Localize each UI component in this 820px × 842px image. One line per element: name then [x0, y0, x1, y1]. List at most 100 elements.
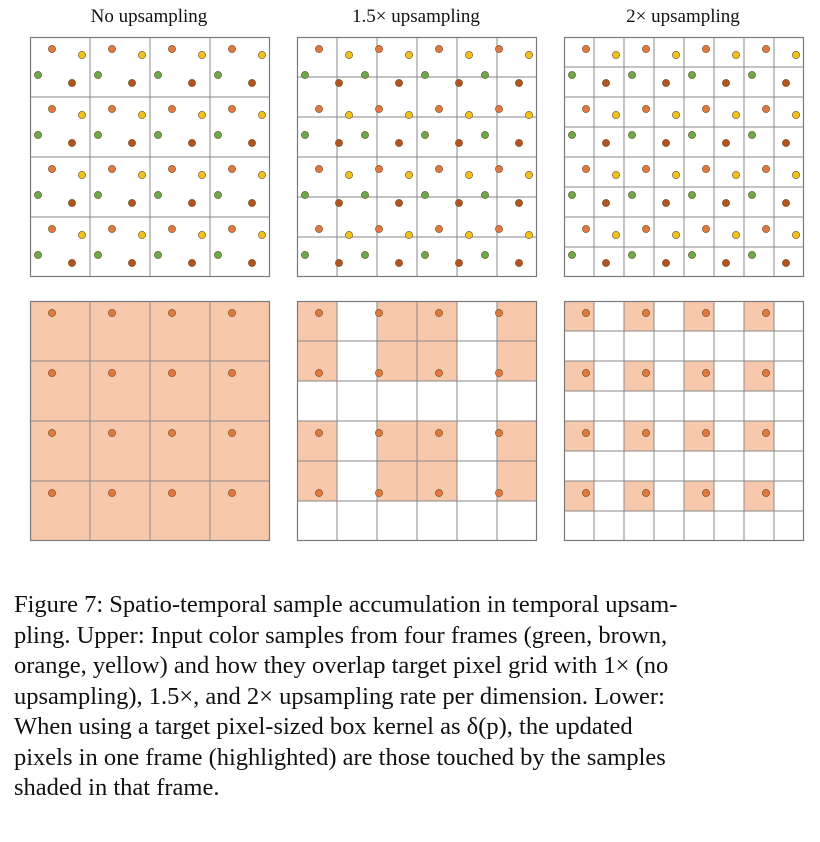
green-sample — [628, 251, 636, 259]
highlighted-pixel — [90, 421, 150, 481]
target-pixel-grid — [30, 301, 270, 541]
green-sample — [421, 131, 429, 139]
yellow-sample — [732, 111, 740, 119]
green-sample — [748, 131, 756, 139]
green-sample — [688, 191, 696, 199]
yellow-sample — [405, 171, 413, 179]
yellow-sample — [198, 231, 206, 239]
orange-sample — [168, 165, 176, 173]
orange-sample — [168, 489, 176, 497]
brown-sample — [335, 199, 343, 207]
orange-sample — [375, 225, 383, 233]
orange-sample — [48, 225, 56, 233]
lower-panel-no-upsampling — [29, 300, 271, 542]
orange-sample — [495, 369, 503, 377]
orange-sample — [375, 45, 383, 53]
orange-sample — [582, 429, 590, 437]
orange-sample — [315, 429, 323, 437]
highlighted-pixel — [744, 361, 774, 391]
orange-sample — [762, 105, 770, 113]
brown-sample — [188, 199, 196, 207]
orange-sample — [228, 429, 236, 437]
green-sample — [94, 131, 102, 139]
panel-title-2x-upsampling: 2× upsampling — [626, 6, 740, 27]
highlighted-pixels — [30, 301, 270, 541]
orange-sample — [315, 225, 323, 233]
green-sample — [361, 131, 369, 139]
yellow-sample — [525, 111, 533, 119]
orange-sample — [315, 105, 323, 113]
orange-sample — [495, 225, 503, 233]
brown-sample — [722, 79, 730, 87]
highlighted-pixel — [497, 461, 537, 501]
orange-sample — [108, 225, 116, 233]
orange-sample — [495, 429, 503, 437]
highlighted-pixel — [90, 301, 150, 361]
highlighted-pixel — [377, 461, 417, 501]
green-sample — [628, 131, 636, 139]
orange-sample — [108, 309, 116, 317]
orange-sample — [702, 105, 710, 113]
green-sample — [94, 71, 102, 79]
orange-sample — [375, 105, 383, 113]
brown-sample — [515, 259, 523, 267]
highlighted-pixel — [684, 361, 714, 391]
orange-sample — [228, 225, 236, 233]
brown-sample — [722, 259, 730, 267]
highlighted-pixel — [417, 421, 457, 461]
brown-sample — [515, 199, 523, 207]
upper-panel-1-5x-upsampling — [296, 36, 538, 278]
highlighted-pixel — [417, 301, 457, 341]
highlighted-pixel — [564, 301, 594, 331]
highlighted-pixel — [624, 421, 654, 451]
orange-sample — [762, 225, 770, 233]
brown-sample — [68, 199, 76, 207]
samples-group — [568, 45, 800, 267]
brown-sample — [722, 199, 730, 207]
orange-sample — [108, 369, 116, 377]
highlighted-pixel — [564, 481, 594, 511]
highlighted-pixel — [210, 481, 270, 541]
highlighted-pixels — [297, 301, 537, 501]
green-sample — [301, 71, 309, 79]
green-sample — [481, 71, 489, 79]
caption-line: pling. Upper: Input color samples from f… — [14, 621, 668, 649]
target-pixel-grid — [564, 37, 804, 277]
highlighted-pixel — [210, 361, 270, 421]
green-sample — [568, 191, 576, 199]
orange-sample — [762, 165, 770, 173]
brown-sample — [68, 79, 76, 87]
orange-sample — [495, 489, 503, 497]
green-sample — [94, 251, 102, 259]
orange-sample — [702, 489, 710, 497]
green-sample — [481, 191, 489, 199]
orange-sample — [108, 165, 116, 173]
yellow-sample — [138, 171, 146, 179]
highlighted-pixel — [377, 421, 417, 461]
orange-sample — [168, 45, 176, 53]
yellow-sample — [198, 171, 206, 179]
green-sample — [421, 71, 429, 79]
green-sample — [154, 131, 162, 139]
brown-sample — [188, 139, 196, 147]
brown-sample — [68, 139, 76, 147]
brown-sample — [515, 139, 523, 147]
yellow-sample — [138, 51, 146, 59]
caption-line: pixels in one frame (highlighted) are th… — [14, 743, 666, 771]
caption-line: Figure 7: Spatio-temporal sample accumul… — [14, 591, 678, 618]
orange-sample — [762, 429, 770, 437]
green-sample — [34, 71, 42, 79]
brown-sample — [455, 199, 463, 207]
yellow-sample — [345, 231, 353, 239]
orange-sample — [315, 489, 323, 497]
green-sample — [214, 131, 222, 139]
panel-border — [563, 300, 805, 542]
orange-sample — [642, 309, 650, 317]
green-sample — [628, 191, 636, 199]
highlighted-pixel — [90, 481, 150, 541]
highlighted-pixel — [30, 361, 90, 421]
orange-sample — [108, 45, 116, 53]
samples-group — [582, 309, 770, 497]
orange-sample — [435, 489, 443, 497]
green-sample — [301, 191, 309, 199]
